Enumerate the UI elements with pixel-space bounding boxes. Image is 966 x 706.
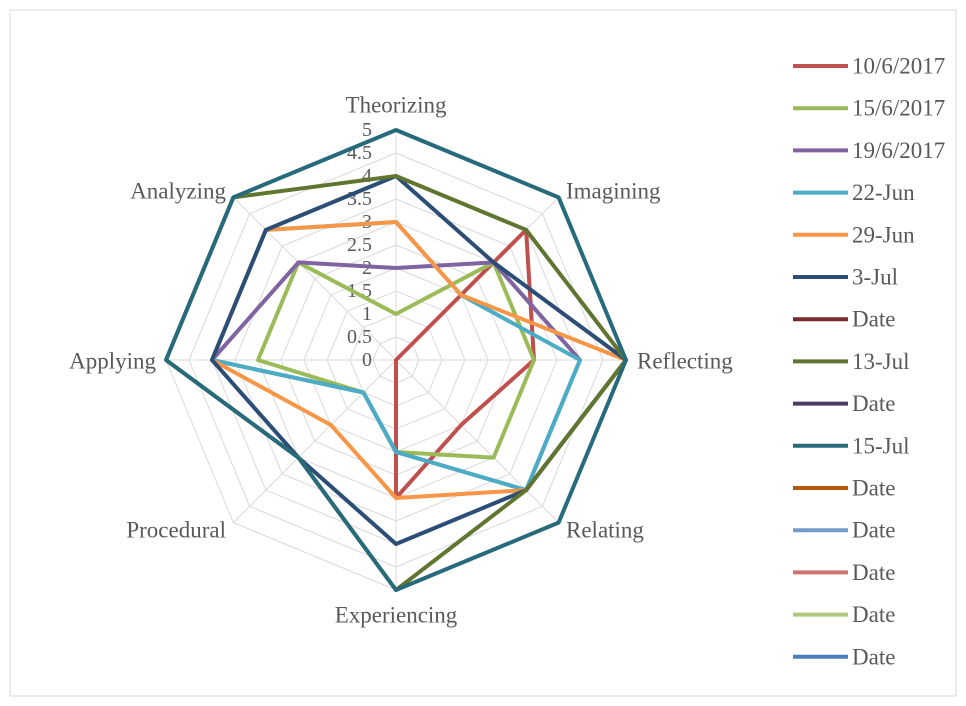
radial-tick-label: 4 <box>362 165 372 187</box>
axis-label-reflecting: Reflecting <box>637 349 733 374</box>
axis-label-analyzing: Analyzing <box>130 179 226 204</box>
legend-item: Date <box>793 476 895 501</box>
legend-item: Date <box>793 518 895 543</box>
legend-label: Date <box>852 560 895 585</box>
legend-item: Date <box>793 391 895 416</box>
axis-spoke-relating <box>395 359 559 523</box>
legend-item: Date <box>793 560 895 585</box>
axis-label-relating: Relating <box>566 518 644 543</box>
legend-label: Date <box>852 391 895 416</box>
series-line-15-jul <box>164 128 628 592</box>
legend-label: 3-Jul <box>852 265 898 290</box>
legend-item: Date <box>793 307 895 332</box>
legend-label: Date <box>852 307 895 332</box>
legend-label: 15/6/2017 <box>852 96 945 121</box>
legend-item: 19/6/2017 <box>793 138 945 163</box>
legend-label: 29-Jun <box>852 222 915 247</box>
series-line-3-jul <box>210 174 628 546</box>
legend-label: 10/6/2017 <box>852 54 945 79</box>
legend-item: 13-Jul <box>793 349 910 374</box>
legend-item: 3-Jul <box>793 265 898 290</box>
axis-label-theorizing: Theorizing <box>346 93 447 118</box>
legend-item: 29-Jun <box>793 222 915 247</box>
radial-tick-label: 2.5 <box>347 234 372 256</box>
legend-item: 15-Jul <box>793 433 910 458</box>
axis-label-procedural: Procedural <box>126 518 226 543</box>
legend-label: Date <box>852 602 895 627</box>
axis-spoke-analyzing <box>233 197 397 361</box>
legend-item: 15/6/2017 <box>793 96 945 121</box>
legend-item: 22-Jun <box>793 180 915 205</box>
radial-tick-labels: 00.511.522.533.544.55 <box>347 119 372 371</box>
axis-labels: Theorizing Imagining Reflecting Relating Exp… <box>69 93 733 628</box>
radial-tick-label: 5 <box>362 119 372 141</box>
legend-label: 13-Jul <box>852 349 910 374</box>
legend-label: 19/6/2017 <box>852 138 945 163</box>
radial-tick-label: 1 <box>362 303 372 325</box>
series-lines <box>164 128 628 592</box>
legend-label: 22-Jun <box>852 180 915 205</box>
legend-item: Date <box>793 644 895 669</box>
radial-tick-label: 0.5 <box>347 326 372 348</box>
radial-tick-label: 0 <box>362 349 372 371</box>
axis-label-experiencing: Experiencing <box>335 603 458 628</box>
legend-label: Date <box>852 476 895 501</box>
legend-label: Date <box>852 644 895 669</box>
legend-label: 15-Jul <box>852 433 910 458</box>
axis-spoke-procedural <box>233 359 397 523</box>
axis-label-applying: Applying <box>69 349 156 374</box>
series-line-10-6-2017 <box>394 227 536 500</box>
legend: 10/6/2017 15/6/2017 19/6/2017 22-Jun 29-Jun 3… <box>793 54 945 669</box>
legend-label: Date <box>852 518 895 543</box>
legend-item: 10/6/2017 <box>793 54 945 79</box>
legend-item: Date <box>793 602 895 627</box>
axis-label-imagining: Imagining <box>566 179 661 204</box>
